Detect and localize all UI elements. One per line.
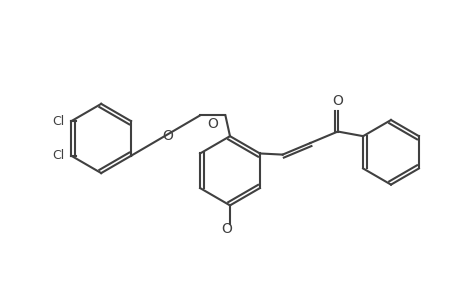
Text: O: O xyxy=(220,222,231,236)
Text: Cl: Cl xyxy=(52,115,64,128)
Text: Cl: Cl xyxy=(52,149,64,162)
Text: O: O xyxy=(332,94,342,109)
Text: O: O xyxy=(162,129,173,142)
Text: O: O xyxy=(207,117,218,131)
